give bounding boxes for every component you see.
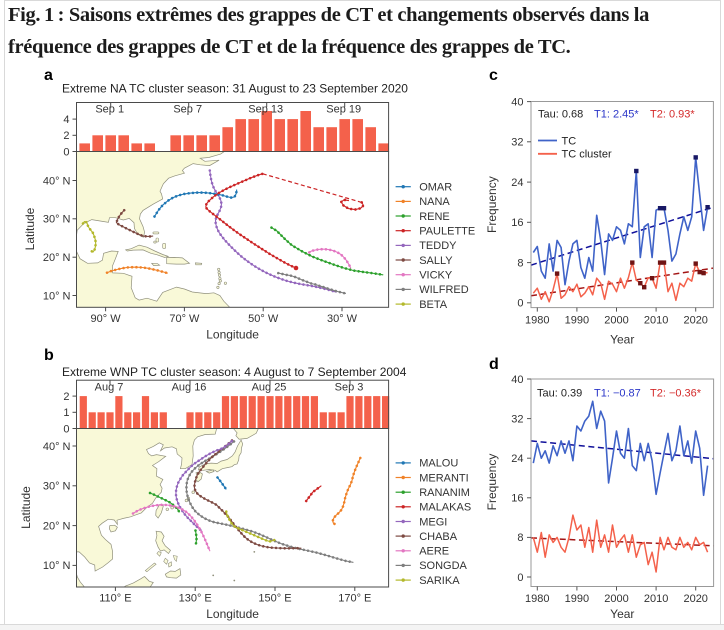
svg-text:32: 32 bbox=[511, 137, 523, 149]
svg-text:8: 8 bbox=[517, 257, 523, 269]
svg-text:0: 0 bbox=[517, 298, 523, 310]
svg-text:Aug 16: Aug 16 bbox=[172, 381, 207, 393]
svg-text:2020: 2020 bbox=[683, 593, 707, 605]
svg-text:40° N: 40° N bbox=[43, 441, 71, 453]
svg-text:T2: −0.36*: T2: −0.36* bbox=[650, 387, 702, 399]
svg-text:2010: 2010 bbox=[644, 593, 668, 605]
svg-text:1980: 1980 bbox=[525, 593, 549, 605]
svg-text:Tau: 0.39: Tau: 0.39 bbox=[537, 387, 582, 399]
svg-text:170° E: 170° E bbox=[338, 593, 371, 605]
svg-text:T2: 0.93*: T2: 0.93* bbox=[650, 108, 695, 120]
svg-text:90° W: 90° W bbox=[91, 313, 122, 325]
svg-text:2000: 2000 bbox=[604, 315, 628, 327]
svg-text:TC: TC bbox=[562, 135, 577, 147]
svg-text:0: 0 bbox=[63, 146, 69, 158]
svg-text:Frequency: Frequency bbox=[485, 454, 499, 511]
svg-text:1980: 1980 bbox=[525, 315, 549, 327]
svg-text:2020: 2020 bbox=[683, 315, 707, 327]
svg-text:130° E: 130° E bbox=[179, 593, 212, 605]
svg-text:Sep 7: Sep 7 bbox=[173, 104, 202, 116]
svg-text:8: 8 bbox=[517, 532, 523, 544]
svg-text:RENE: RENE bbox=[419, 211, 450, 223]
svg-text:Year: Year bbox=[610, 333, 634, 347]
svg-text:40: 40 bbox=[511, 374, 523, 386]
svg-text:AERE: AERE bbox=[419, 546, 449, 558]
svg-text:VICKY: VICKY bbox=[419, 270, 453, 282]
svg-text:PAULETTE: PAULETTE bbox=[419, 226, 475, 238]
svg-text:Sep 19: Sep 19 bbox=[326, 104, 361, 116]
svg-text:16: 16 bbox=[511, 217, 523, 229]
svg-text:1990: 1990 bbox=[565, 593, 589, 605]
svg-text:32: 32 bbox=[511, 413, 523, 425]
svg-text:40° N: 40° N bbox=[43, 175, 71, 187]
svg-text:1: 1 bbox=[63, 407, 69, 419]
svg-text:20° N: 20° N bbox=[43, 252, 71, 264]
svg-text:T1: 2.45*: T1: 2.45* bbox=[594, 108, 639, 120]
svg-text:50° W: 50° W bbox=[248, 313, 279, 325]
svg-text:2: 2 bbox=[63, 130, 69, 142]
svg-text:10° N: 10° N bbox=[43, 560, 71, 572]
svg-text:20° N: 20° N bbox=[43, 520, 71, 532]
svg-text:MALAKAS: MALAKAS bbox=[419, 502, 471, 514]
svg-text:24: 24 bbox=[511, 453, 523, 465]
svg-text:MERANTI: MERANTI bbox=[419, 472, 469, 484]
svg-text:Year: Year bbox=[610, 607, 634, 621]
svg-text:Sep 13: Sep 13 bbox=[248, 104, 283, 116]
svg-text:30° N: 30° N bbox=[43, 481, 71, 493]
svg-text:Extreme NA TC cluster season:: Extreme NA TC cluster season: 31 August … bbox=[62, 81, 408, 95]
svg-text:30° N: 30° N bbox=[43, 214, 71, 226]
svg-text:c: c bbox=[489, 67, 498, 84]
svg-text:0: 0 bbox=[517, 572, 523, 584]
svg-text:T1: −0.87: T1: −0.87 bbox=[594, 387, 641, 399]
svg-text:Extreme WNP TC cluster season:: Extreme WNP TC cluster season: 4 August … bbox=[62, 365, 407, 379]
svg-text:4: 4 bbox=[63, 114, 69, 126]
svg-text:1990: 1990 bbox=[565, 315, 589, 327]
svg-text:Longitude: Longitude bbox=[206, 328, 259, 342]
svg-text:TEDDY: TEDDY bbox=[419, 240, 457, 252]
svg-text:Sep 3: Sep 3 bbox=[335, 381, 364, 393]
svg-text:MEGI: MEGI bbox=[419, 516, 447, 528]
svg-text:a: a bbox=[44, 67, 53, 84]
svg-text:SARIKA: SARIKA bbox=[419, 575, 460, 587]
svg-text:0: 0 bbox=[63, 423, 69, 435]
svg-text:d: d bbox=[489, 356, 499, 373]
svg-text:2010: 2010 bbox=[644, 315, 668, 327]
svg-text:CHABA: CHABA bbox=[419, 531, 458, 543]
svg-text:2: 2 bbox=[63, 391, 69, 403]
svg-text:Longitude: Longitude bbox=[206, 607, 259, 621]
svg-text:SALLY: SALLY bbox=[419, 255, 453, 267]
svg-text:BETA: BETA bbox=[419, 299, 448, 311]
svg-text:10° N: 10° N bbox=[43, 290, 71, 302]
svg-text:24: 24 bbox=[511, 177, 523, 189]
svg-text:Aug 25: Aug 25 bbox=[252, 381, 287, 393]
svg-text:16: 16 bbox=[511, 493, 523, 505]
svg-text:Sep 1: Sep 1 bbox=[95, 104, 124, 116]
svg-text:MALOU: MALOU bbox=[419, 458, 458, 470]
svg-text:NANA: NANA bbox=[419, 196, 450, 208]
svg-text:Aug 7: Aug 7 bbox=[95, 381, 124, 393]
svg-text:WILFRED: WILFRED bbox=[419, 284, 469, 296]
svg-text:Latitude: Latitude bbox=[23, 207, 37, 250]
svg-text:70° W: 70° W bbox=[169, 313, 200, 325]
svg-text:Frequency: Frequency bbox=[485, 176, 499, 233]
svg-text:TC cluster: TC cluster bbox=[562, 149, 612, 161]
svg-text:110° E: 110° E bbox=[99, 593, 131, 605]
svg-text:RANANIM: RANANIM bbox=[419, 487, 470, 499]
svg-text:2000: 2000 bbox=[604, 593, 628, 605]
svg-text:OMAR: OMAR bbox=[419, 182, 452, 194]
svg-text:150° E: 150° E bbox=[258, 593, 291, 605]
svg-text:40: 40 bbox=[511, 96, 523, 108]
svg-text:Latitude: Latitude bbox=[19, 486, 33, 529]
svg-text:b: b bbox=[44, 347, 54, 364]
svg-text:SONGDA: SONGDA bbox=[419, 560, 467, 572]
svg-text:Tau: 0.68: Tau: 0.68 bbox=[538, 108, 583, 120]
svg-text:30° W: 30° W bbox=[327, 313, 358, 325]
